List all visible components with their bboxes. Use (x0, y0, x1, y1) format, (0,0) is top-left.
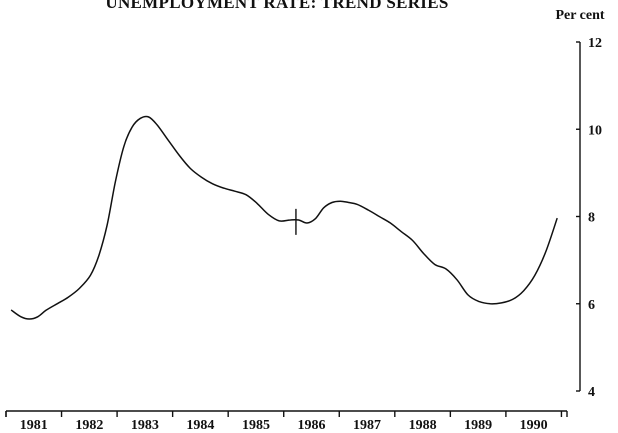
y-axis-unit-label: Per cent (555, 8, 604, 23)
series-line-unemployment (10, 115, 558, 320)
y-tick-label: 6 (588, 298, 595, 313)
x-axis-ticks: 1981 1982 1983 1984 1985 1986 1987 1988 1989 1990 (5, 411, 568, 433)
x-tick-label: 1985 (242, 418, 270, 433)
y-tick-label: 8 (588, 211, 595, 226)
y-tick-label: 10 (588, 123, 602, 138)
y-axis-ticks: 4 6 8 10 12 (576, 36, 602, 400)
x-tick-label: 1988 (409, 418, 437, 433)
x-tick-label: 1986 (297, 418, 325, 433)
y-tick-label: 12 (588, 36, 602, 51)
x-tick-label: 1982 (75, 418, 103, 433)
x-tick-label: 1984 (186, 418, 214, 433)
x-tick-label: 1990 (520, 418, 548, 433)
chart-title: UNEMPLOYMENT RATE: TREND SERIES (105, 0, 448, 12)
x-tick-label: 1983 (131, 418, 159, 433)
x-tick-label: 1987 (353, 418, 381, 433)
x-tick-label: 1989 (464, 418, 492, 433)
x-tick-label: 1981 (20, 418, 48, 433)
y-tick-label: 4 (588, 385, 595, 400)
